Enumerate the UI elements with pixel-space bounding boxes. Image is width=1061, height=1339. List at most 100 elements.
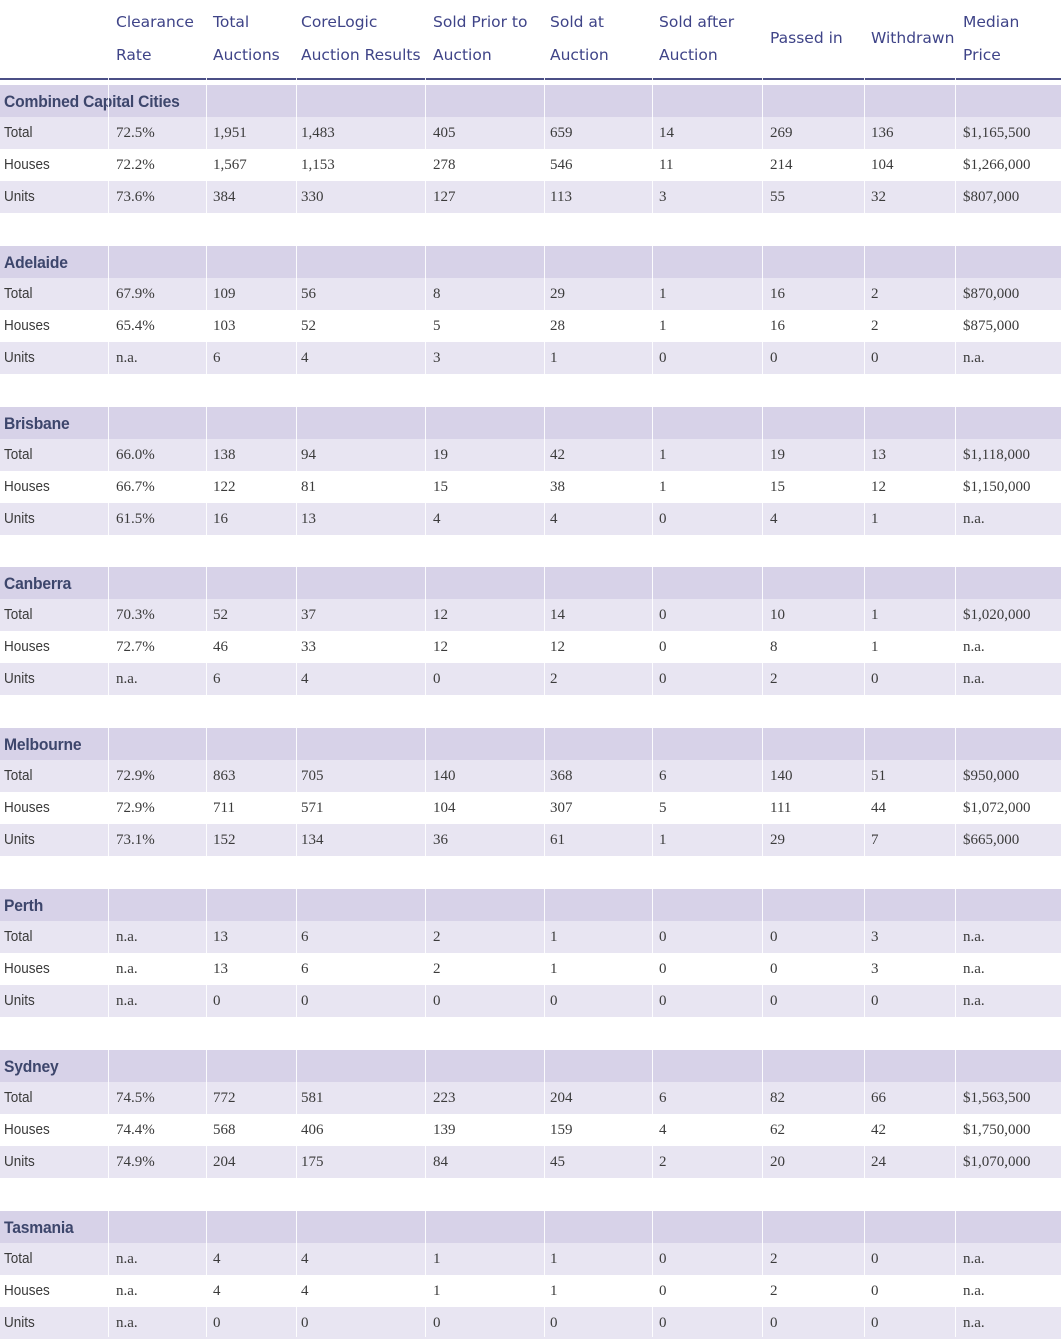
cell-sold-prior-to-auction: 0 xyxy=(433,993,441,1009)
cell-clearance-rate: 74.4% xyxy=(116,1121,155,1138)
cell-sold-prior-to-auction: 104 xyxy=(433,800,456,817)
cell-clearance-rate: 72.9% xyxy=(116,768,155,785)
cell-total-auctions: 4 xyxy=(213,1250,221,1267)
cell-corelogic-auction-results: 571 xyxy=(301,800,324,817)
cell-sold-after-auction: 3 xyxy=(659,189,667,205)
cell-sold-after-auction: 0 xyxy=(659,510,667,527)
cell-clearance-rate: 72.7% xyxy=(116,639,155,656)
cell-total-auctions: 0 xyxy=(213,993,221,1009)
cell-corelogic-auction-results: 4 xyxy=(301,1250,309,1267)
cell-total-auctions: 152 xyxy=(213,832,236,849)
cell-sold-after-auction: 1 xyxy=(659,285,667,302)
cell-sold-at-auction: 659 xyxy=(550,125,573,141)
column-header-sold-prior-to-auction: Sold Prior to Auction xyxy=(433,6,528,72)
cell-median-price: $1,563,500 xyxy=(963,1089,1031,1106)
column-divider xyxy=(544,0,545,1337)
column-header-line: Auction xyxy=(433,46,492,64)
column-header-passed-in: Passed in xyxy=(770,22,843,55)
cell-sold-prior-to-auction: 2 xyxy=(433,929,441,945)
cell-total-auctions: 204 xyxy=(213,1153,236,1170)
cell-passed-in: 0 xyxy=(770,993,778,1009)
cell-clearance-rate: n.a. xyxy=(116,671,138,688)
cell-corelogic-auction-results: 94 xyxy=(301,446,316,463)
cell-clearance-rate: 70.3% xyxy=(116,607,155,624)
cell-corelogic-auction-results: 581 xyxy=(301,1089,324,1106)
cell-total-auctions: 13 xyxy=(213,929,228,945)
table-row-units: Units 61.5% 16 13 4 4 0 4 1 n.a. xyxy=(0,502,1061,535)
cell-sold-prior-to-auction: 1 xyxy=(433,1250,441,1267)
cell-sold-after-auction: 0 xyxy=(659,961,667,977)
section-title: Brisbane xyxy=(4,413,70,433)
cell-sold-prior-to-auction: 2 xyxy=(433,961,441,977)
cell-passed-in: 269 xyxy=(770,125,793,141)
row-label: Houses xyxy=(4,638,50,656)
column-header-line: Auction xyxy=(550,46,609,64)
cell-clearance-rate: n.a. xyxy=(116,1314,138,1331)
cell-median-price: $1,150,000 xyxy=(963,478,1031,495)
cell-total-auctions: 6 xyxy=(213,671,221,688)
cell-sold-prior-to-auction: 8 xyxy=(433,285,441,302)
cell-clearance-rate: 73.1% xyxy=(116,832,155,849)
section-title: Perth xyxy=(4,896,44,915)
cell-sold-prior-to-auction: 4 xyxy=(433,510,441,527)
cell-sold-at-auction: 546 xyxy=(550,157,573,173)
cell-passed-in: 111 xyxy=(770,800,792,817)
column-divider xyxy=(296,0,297,1337)
cell-passed-in: 214 xyxy=(770,157,793,173)
cell-sold-prior-to-auction: 139 xyxy=(433,1121,456,1138)
cell-corelogic-auction-results: 56 xyxy=(301,285,316,302)
cell-withdrawn: 51 xyxy=(871,768,886,785)
cell-clearance-rate: 65.4% xyxy=(116,317,155,334)
cell-sold-at-auction: 368 xyxy=(550,768,573,785)
cell-total-auctions: 772 xyxy=(213,1089,236,1106)
cell-corelogic-auction-results: 37 xyxy=(301,607,316,624)
cell-sold-after-auction: 1 xyxy=(659,446,667,463)
cell-corelogic-auction-results: 1,153 xyxy=(301,157,335,173)
cell-total-auctions: 103 xyxy=(213,317,236,334)
table-row-units: Units n.a. 6 4 3 1 0 0 0 n.a. xyxy=(0,341,1061,374)
cell-sold-prior-to-auction: 3 xyxy=(433,349,441,366)
row-label: Units xyxy=(4,831,35,849)
cell-sold-prior-to-auction: 405 xyxy=(433,125,456,141)
cell-passed-in: 0 xyxy=(770,1314,778,1331)
section-title: Sydney xyxy=(4,1056,59,1076)
section-title-row: Tasmania xyxy=(0,1210,1061,1243)
cell-sold-at-auction: 14 xyxy=(550,607,565,624)
cell-median-price: $807,000 xyxy=(963,189,1020,205)
cell-corelogic-auction-results: 0 xyxy=(301,1314,309,1331)
cell-withdrawn: 136 xyxy=(871,125,894,141)
section-title: Melbourne xyxy=(4,735,82,755)
table-row-houses: Houses 72.7% 46 33 12 12 0 8 1 n.a. xyxy=(0,631,1061,663)
cell-sold-prior-to-auction: 19 xyxy=(433,446,448,463)
cell-sold-after-auction: 0 xyxy=(659,671,667,688)
cell-corelogic-auction-results: 134 xyxy=(301,832,324,849)
column-header-line: Total xyxy=(213,13,250,31)
cell-sold-prior-to-auction: 1 xyxy=(433,1282,441,1299)
cell-corelogic-auction-results: 4 xyxy=(301,671,309,688)
cell-sold-at-auction: 4 xyxy=(550,510,558,527)
cell-total-auctions: 863 xyxy=(213,768,236,785)
cell-median-price: n.a. xyxy=(963,929,985,945)
cell-corelogic-auction-results: 81 xyxy=(301,478,316,495)
cell-withdrawn: 0 xyxy=(871,1314,879,1331)
cell-median-price: $665,000 xyxy=(963,832,1020,849)
cell-passed-in: 55 xyxy=(770,189,785,205)
cell-clearance-rate: 67.9% xyxy=(116,285,155,302)
cell-withdrawn: 104 xyxy=(871,157,894,173)
cell-sold-at-auction: 159 xyxy=(550,1121,573,1138)
cell-sold-after-auction: 6 xyxy=(659,768,667,785)
cell-corelogic-auction-results: 13 xyxy=(301,510,316,527)
section-tasmania: Tasmania Total n.a. 4 4 1 1 0 2 0 n.a. Houses n.a. 4 4… xyxy=(0,1210,1061,1339)
cell-median-price: n.a. xyxy=(963,510,985,527)
cell-passed-in: 8 xyxy=(770,639,778,656)
column-header-line: Price xyxy=(963,46,1001,64)
cell-clearance-rate: 66.0% xyxy=(116,446,155,463)
cell-clearance-rate: 72.5% xyxy=(116,125,155,141)
cell-corelogic-auction-results: 4 xyxy=(301,349,309,366)
cell-total-auctions: 46 xyxy=(213,639,228,656)
cell-median-price: n.a. xyxy=(963,639,985,656)
cell-passed-in: 19 xyxy=(770,446,785,463)
cell-corelogic-auction-results: 705 xyxy=(301,768,324,785)
cell-corelogic-auction-results: 52 xyxy=(301,317,316,334)
cell-passed-in: 15 xyxy=(770,478,785,495)
